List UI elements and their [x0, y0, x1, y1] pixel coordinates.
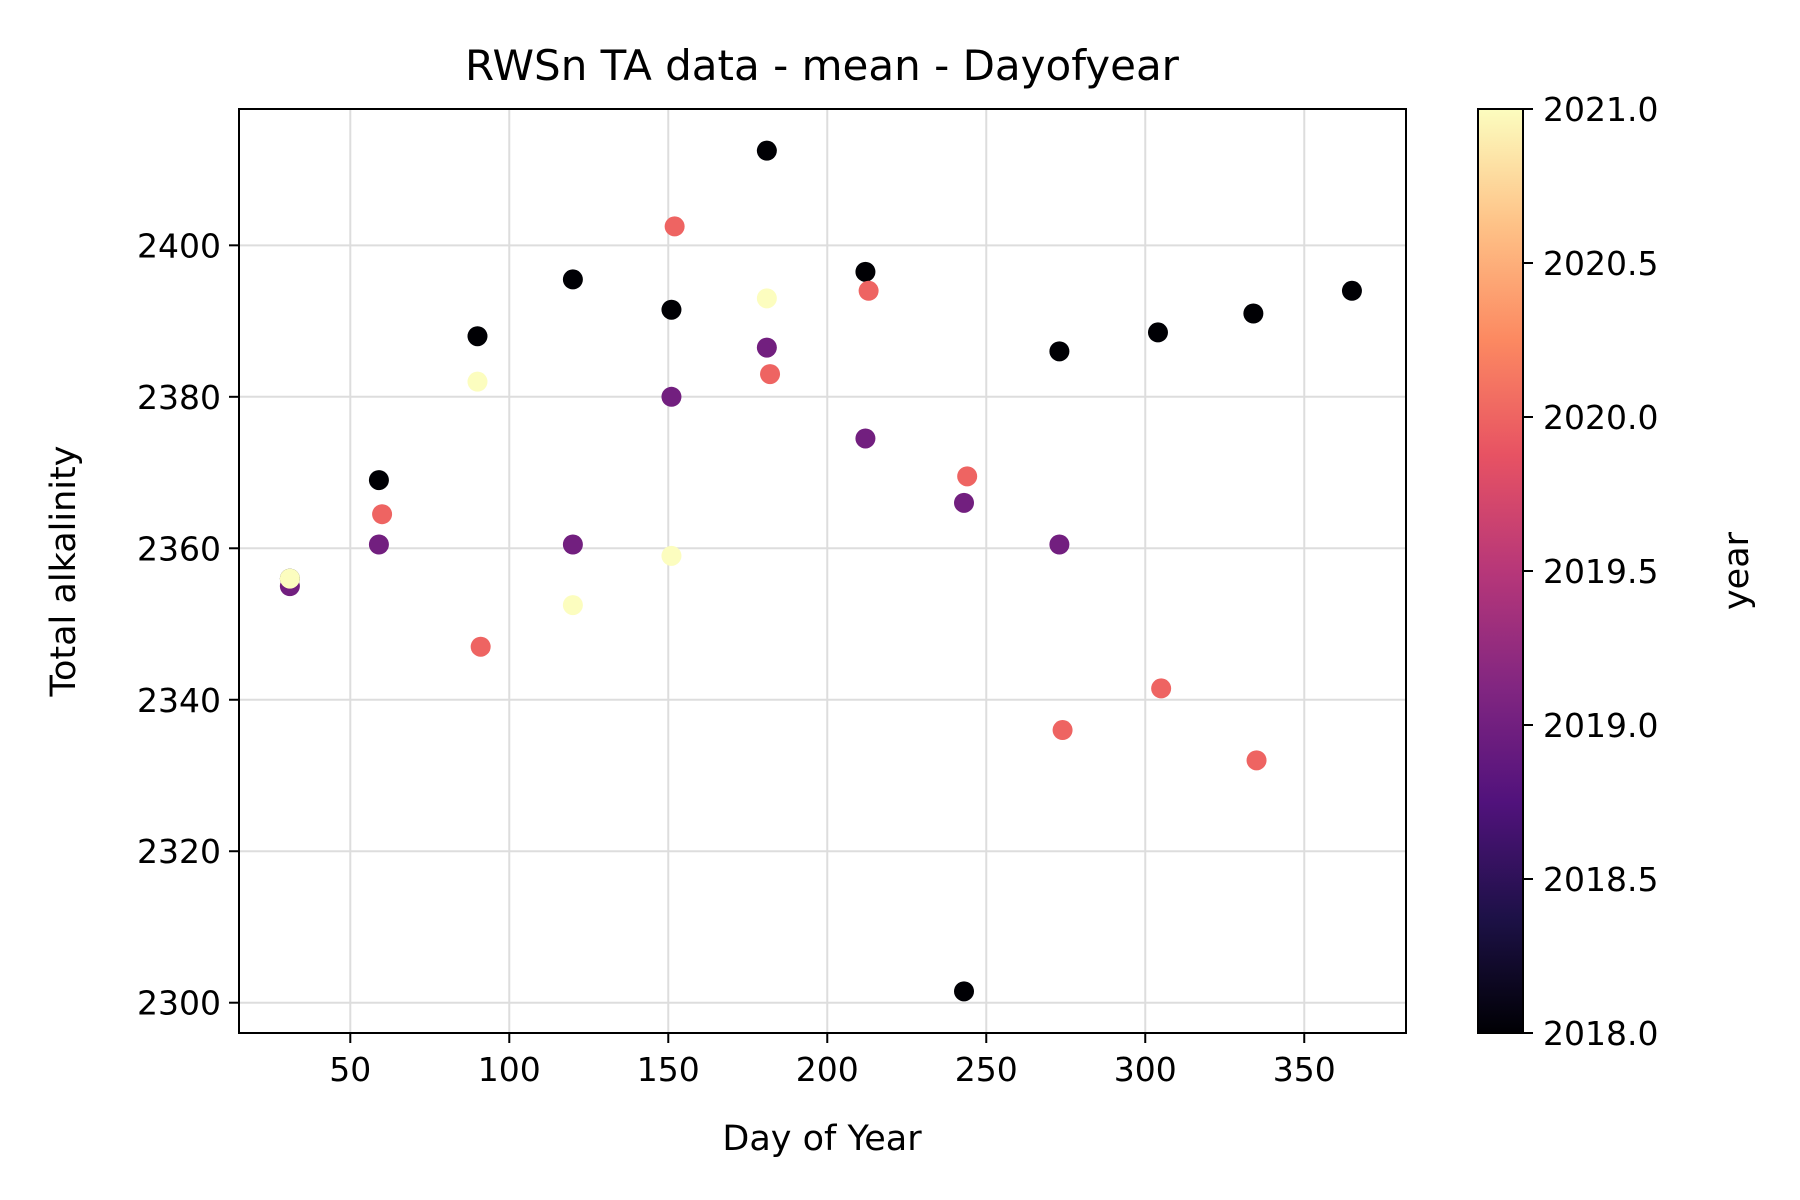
data-point [470, 636, 491, 657]
data-point [855, 428, 876, 449]
data-point [957, 466, 978, 487]
data-point [1341, 280, 1362, 301]
data-point [756, 337, 777, 358]
data-point [368, 470, 389, 491]
data-point [368, 534, 389, 555]
x-tick-label: 100 [478, 1050, 541, 1089]
colorbar-tick-label: 2021.0 [1543, 90, 1658, 129]
y-tick-label: 2380 [137, 378, 221, 417]
data-point [279, 568, 300, 589]
x-axis-label: Day of Year [722, 1119, 922, 1159]
data-point [954, 981, 975, 1002]
x-tick-label: 250 [955, 1050, 1018, 1089]
data-point [855, 261, 876, 282]
x-tick-label: 300 [1114, 1050, 1177, 1089]
colorbar-gradient [1477, 108, 1524, 1034]
colorbar-tick-label: 2019.5 [1543, 552, 1658, 591]
data-point [467, 326, 488, 347]
data-point [1243, 303, 1264, 324]
data-point [1246, 750, 1267, 771]
data-point [467, 371, 488, 392]
colorbar-tick-label: 2019.0 [1543, 706, 1658, 745]
chart-title: RWSn TA data - mean - Dayofyear [465, 41, 1180, 90]
data-point [661, 299, 682, 320]
grid-lines [239, 109, 1406, 1033]
plot-frame [238, 108, 1407, 1034]
data-point [1147, 322, 1168, 343]
data-point [562, 595, 583, 616]
colorbar-label: year [1717, 531, 1757, 610]
colorbar-tick-label: 2020.0 [1543, 398, 1658, 437]
data-point [661, 545, 682, 566]
colorbar-ticks: 2018.0 2018.5 2019.0 2019.5 2020.0 2020.5 2021… [1523, 90, 1658, 1053]
y-axis-ticks: 2300 2320 2340 2360 2380 2400 [137, 226, 239, 1023]
y-axis-label: Total alkalinity [44, 446, 84, 698]
x-tick-label: 50 [329, 1050, 371, 1089]
y-tick-label: 2340 [137, 681, 221, 720]
colorbar-tick-label: 2018.5 [1543, 860, 1658, 899]
x-tick-label: 200 [796, 1050, 859, 1089]
data-point [760, 364, 781, 385]
data-point [756, 140, 777, 161]
data-point [372, 504, 393, 525]
data-point [562, 534, 583, 555]
x-axis-ticks: 50 100 150 200 250 300 350 [329, 1033, 1336, 1089]
y-tick-label: 2400 [137, 226, 221, 265]
colorbar: 2018.0 2018.5 2019.0 2019.5 2020.0 2020.5 2021… [1477, 90, 1757, 1053]
data-point [664, 216, 685, 237]
x-tick-label: 350 [1273, 1050, 1336, 1089]
data-point [1049, 341, 1070, 362]
data-point [1151, 678, 1172, 699]
x-tick-label: 150 [637, 1050, 700, 1089]
colorbar-tick-label: 2020.5 [1543, 244, 1658, 283]
y-tick-label: 2320 [137, 832, 221, 871]
data-point [1052, 720, 1073, 741]
data-point [1049, 534, 1070, 555]
colorbar-tick-label: 2018.0 [1543, 1014, 1658, 1053]
y-tick-label: 2300 [137, 984, 221, 1023]
data-point [858, 280, 879, 301]
data-points [279, 140, 1362, 1002]
data-point [661, 386, 682, 407]
data-point [562, 269, 583, 290]
data-point [756, 288, 777, 309]
y-tick-label: 2360 [137, 529, 221, 568]
data-point [954, 492, 975, 513]
